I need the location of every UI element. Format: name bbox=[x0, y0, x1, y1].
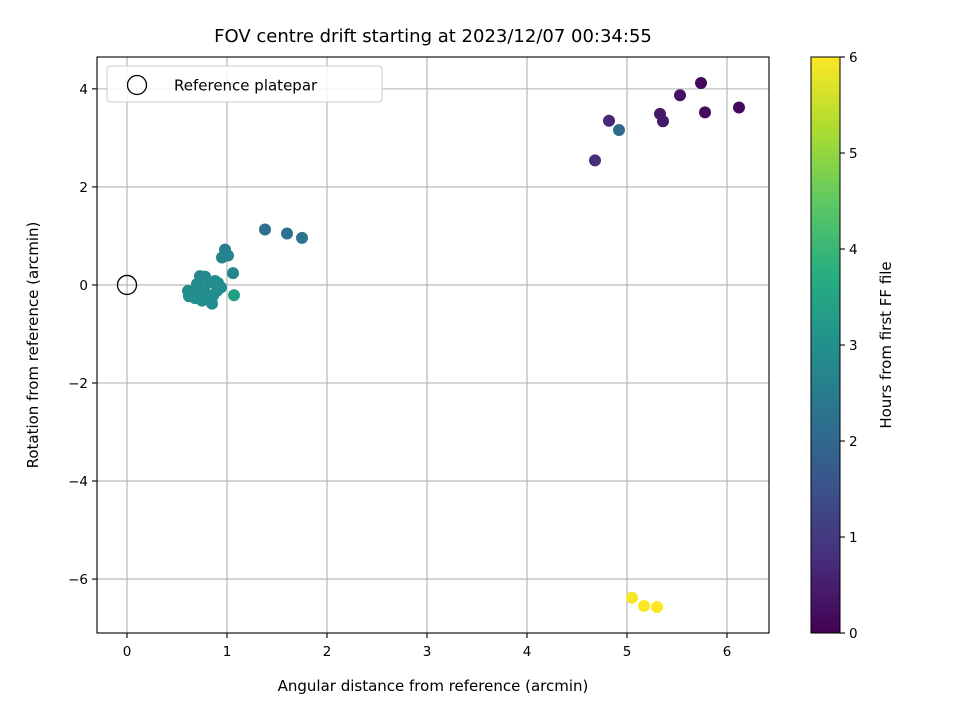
x-axis-ticks: 0 1 2 3 4 5 6 bbox=[123, 633, 732, 660]
colorbar-tick-label: 0 bbox=[849, 626, 858, 642]
data-point bbox=[259, 223, 271, 236]
data-point bbox=[222, 249, 234, 262]
colorbar-tick-label: 6 bbox=[849, 50, 858, 66]
y-axis-ticks: −6 −4 −2 0 2 4 bbox=[68, 82, 97, 588]
data-point bbox=[206, 297, 218, 310]
y-tick-label: 2 bbox=[79, 180, 88, 196]
colorbar-label: Hours from first FF file bbox=[877, 261, 895, 428]
data-point bbox=[296, 231, 308, 244]
colorbar-gradient bbox=[811, 57, 840, 633]
colorbar-ticks: 0 1 2 3 4 5 6 bbox=[840, 50, 858, 642]
colorbar-tick-label: 4 bbox=[849, 242, 858, 258]
x-tick-label: 5 bbox=[623, 644, 632, 660]
x-axis-label: Angular distance from reference (arcmin) bbox=[278, 677, 589, 695]
plot-frame bbox=[96, 56, 770, 634]
y-tick-label: 0 bbox=[79, 278, 88, 294]
data-point bbox=[199, 286, 211, 299]
y-tick-label: 4 bbox=[79, 82, 88, 98]
x-tick-label: 3 bbox=[423, 644, 432, 660]
colorbar: 0 1 2 3 4 5 6 Hours from first FF file bbox=[810, 50, 895, 642]
legend-box bbox=[106, 65, 383, 103]
data-point bbox=[651, 601, 663, 614]
data-point bbox=[211, 284, 223, 297]
data-point bbox=[733, 101, 745, 114]
data-point bbox=[228, 289, 240, 302]
x-tick-label: 6 bbox=[723, 644, 732, 660]
data-point bbox=[674, 89, 686, 102]
colorbar-tick-label: 3 bbox=[849, 338, 858, 354]
grid bbox=[97, 57, 769, 633]
data-point bbox=[227, 267, 239, 280]
data-point bbox=[603, 114, 615, 127]
x-tick-label: 0 bbox=[123, 644, 132, 660]
legend: Reference platepar bbox=[106, 65, 383, 103]
scatter-points bbox=[116, 76, 745, 614]
data-point bbox=[281, 227, 293, 240]
data-point bbox=[695, 76, 707, 89]
data-point bbox=[613, 124, 625, 137]
x-tick-label: 2 bbox=[323, 644, 332, 660]
x-tick-label: 1 bbox=[223, 644, 232, 660]
colorbar-tick-label: 5 bbox=[849, 146, 858, 162]
data-point bbox=[626, 591, 638, 604]
legend-reference-marker-icon bbox=[126, 74, 148, 96]
y-tick-label: −6 bbox=[68, 572, 88, 588]
colorbar-tick-label: 1 bbox=[849, 530, 858, 546]
data-point bbox=[589, 154, 601, 167]
reference-platepar-point bbox=[116, 274, 138, 296]
y-axis-label: Rotation from reference (arcmin) bbox=[24, 222, 42, 469]
legend-label-reference: Reference platepar bbox=[174, 77, 318, 95]
y-tick-label: −2 bbox=[68, 376, 88, 392]
data-point bbox=[638, 600, 650, 613]
data-point bbox=[699, 106, 711, 119]
y-tick-label: −4 bbox=[68, 474, 88, 490]
data-point bbox=[657, 115, 669, 128]
chart-title: FOV centre drift starting at 2023/12/07 … bbox=[214, 26, 652, 47]
x-tick-label: 4 bbox=[523, 644, 532, 660]
colorbar-tick-label: 2 bbox=[849, 434, 858, 450]
